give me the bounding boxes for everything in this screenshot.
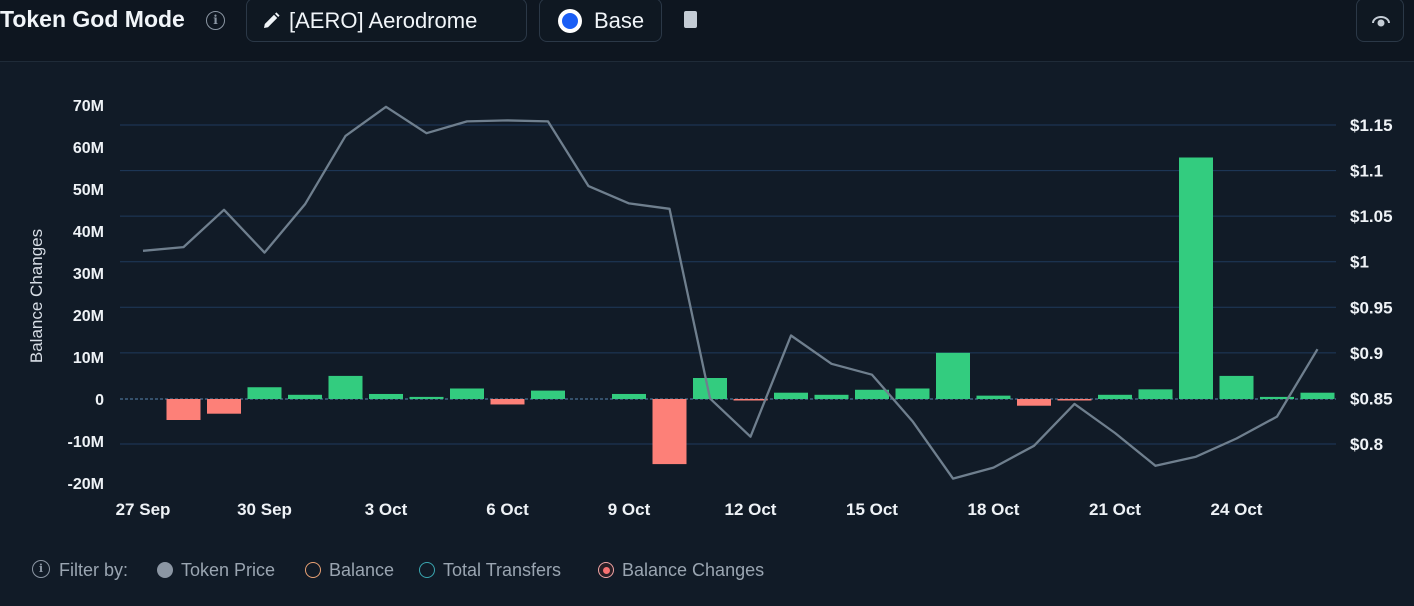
balance-change-bar[interactable] — [1138, 389, 1173, 399]
token-selector-button[interactable]: [AERO] Aerodrome — [246, 0, 527, 42]
y-tick-label: 40M — [73, 224, 104, 241]
balance-change-bar[interactable] — [895, 388, 930, 400]
y2-tick-label: $0.8 — [1350, 435, 1383, 454]
balance-change-bar[interactable] — [1219, 375, 1254, 399]
y-tick-label: 60M — [73, 140, 104, 157]
balance-change-bar[interactable] — [612, 393, 646, 399]
balance-change-bar[interactable] — [1057, 399, 1092, 401]
x-tick-label: 30 Sep — [237, 500, 292, 519]
balance-change-bar[interactable] — [814, 394, 849, 399]
balance-change-bar[interactable] — [288, 394, 322, 399]
chain-selector-button[interactable]: Base — [539, 0, 662, 42]
visibility-button[interactable] — [1356, 0, 1404, 42]
info-icon[interactable]: i — [206, 11, 225, 30]
y-tick-label: 70M — [73, 98, 104, 115]
balance-change-bar[interactable] — [774, 392, 808, 399]
balance-dot-icon — [305, 562, 321, 578]
balance-change-bar[interactable] — [1098, 394, 1132, 399]
balance-change-bar[interactable] — [207, 399, 241, 414]
balance-change-bar[interactable] — [652, 399, 687, 465]
y2-tick-label: $0.85 — [1350, 389, 1393, 408]
x-tick-label: 12 Oct — [725, 500, 777, 519]
x-tick-label: 6 Oct — [486, 500, 529, 519]
y2-tick-label: $0.95 — [1350, 298, 1393, 317]
x-tick-label: 3 Oct — [365, 500, 408, 519]
y-tick-label: 10M — [73, 350, 104, 367]
token-label: [AERO] Aerodrome — [289, 8, 478, 33]
x-tick-label: 24 Oct — [1211, 500, 1263, 519]
y-tick-label: 20M — [73, 308, 104, 325]
x-tick-label: 15 Oct — [846, 500, 898, 519]
chain-label: Base — [594, 8, 645, 33]
pencil-icon — [264, 12, 280, 28]
balance-change-bar[interactable] — [976, 395, 1011, 399]
balance-change-bar[interactable] — [247, 387, 282, 399]
x-tick-label: 27 Sep — [116, 500, 171, 519]
balance-change-bar[interactable] — [1300, 392, 1335, 399]
top-bar: Token God Mode i [AERO] Aerodrome Base — [0, 0, 1414, 62]
balance-change-bar[interactable] — [409, 396, 444, 399]
y2-tick-label: $1.05 — [1350, 207, 1393, 226]
y-tick-label: 50M — [73, 182, 104, 199]
base-chain-icon — [558, 9, 582, 33]
y2-tick-label: $1.1 — [1350, 162, 1383, 181]
balance-change-bar[interactable] — [936, 352, 970, 399]
balance-change-bar[interactable] — [693, 378, 727, 399]
token-price-dot-icon — [157, 562, 173, 578]
x-tick-label: 9 Oct — [608, 500, 651, 519]
x-tick-label: 18 Oct — [968, 500, 1020, 519]
y-tick-label: 0 — [95, 392, 104, 409]
total-transfers-dot-icon — [419, 562, 435, 578]
y-tick-label: 30M — [73, 266, 104, 283]
balance-change-bar[interactable] — [1260, 396, 1294, 399]
y2-tick-label: $0.9 — [1350, 344, 1383, 363]
balance-change-bar[interactable] — [328, 375, 363, 399]
balance-changes-dot-icon — [598, 562, 614, 578]
balance-change-bar[interactable] — [490, 399, 525, 405]
balance-change-bar[interactable] — [1017, 399, 1051, 406]
balance-change-bar[interactable] — [166, 399, 201, 420]
balance-change-bar[interactable] — [369, 393, 403, 399]
token-price-line[interactable] — [142, 105, 1319, 480]
balance-change-bar[interactable] — [531, 390, 565, 399]
y-axis-label: Balance Changes — [27, 229, 46, 363]
y-tick-label: -10M — [68, 434, 104, 451]
y2-tick-label: $1 — [1350, 253, 1369, 272]
balance-change-bar[interactable] — [855, 389, 889, 399]
filter-info-icon[interactable]: i — [32, 560, 50, 578]
balance-change-bar[interactable] — [450, 388, 484, 400]
balance-change-bar[interactable] — [733, 399, 768, 401]
y-tick-label: -20M — [68, 476, 104, 493]
balance-change-bar[interactable] — [1179, 157, 1213, 400]
eye-icon — [1372, 16, 1390, 27]
x-tick-label: 21 Oct — [1089, 500, 1141, 519]
copy-icon[interactable] — [684, 11, 697, 28]
y2-tick-label: $1.15 — [1350, 116, 1393, 135]
filter-label: Filter by: — [59, 560, 129, 580]
page-title: Token God Mode — [0, 6, 185, 32]
